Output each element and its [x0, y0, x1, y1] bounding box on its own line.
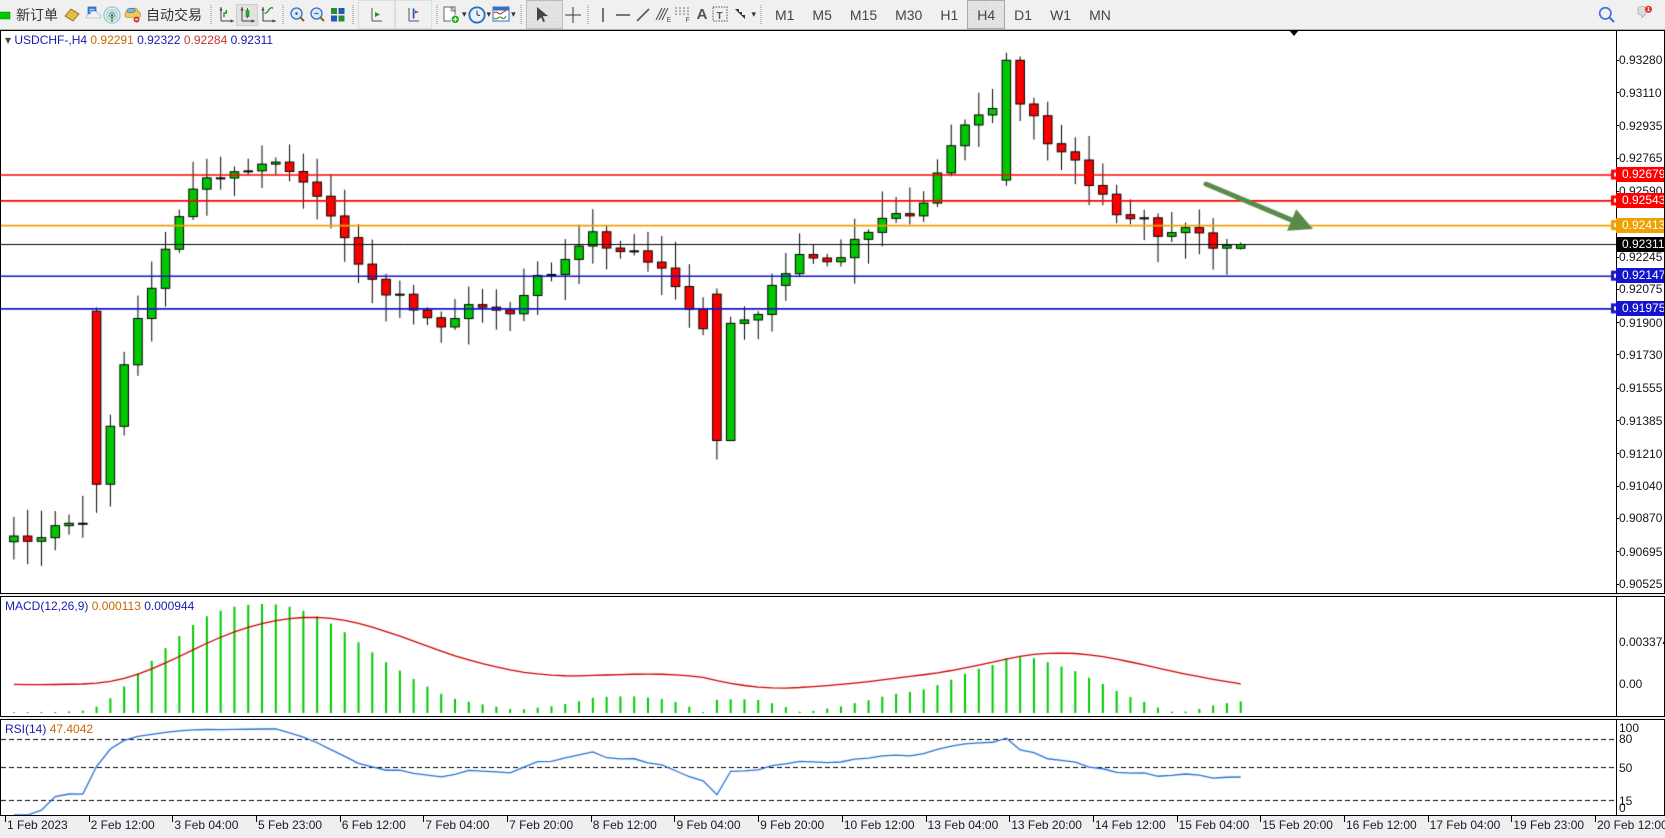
- svg-text:T: T: [717, 11, 723, 22]
- svg-text:E: E: [666, 17, 671, 24]
- svg-text:F: F: [685, 17, 689, 24]
- svg-text:1: 1: [1647, 7, 1650, 13]
